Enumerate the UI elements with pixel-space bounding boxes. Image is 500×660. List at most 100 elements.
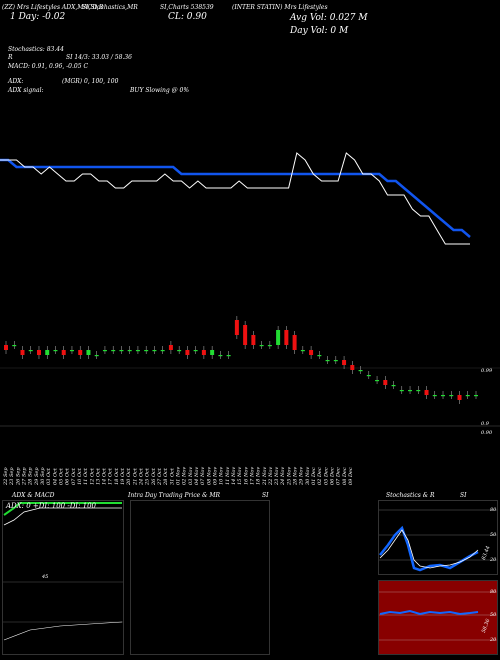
candle-body bbox=[61, 350, 66, 355]
date-label: 06 Oct bbox=[65, 467, 71, 485]
candle-body bbox=[4, 345, 8, 350]
date-label: 09 Nov bbox=[212, 467, 218, 485]
buy-signal: BUY Slowing @ 0% bbox=[130, 87, 190, 94]
date-label: 18 Oct bbox=[114, 467, 120, 485]
candle-body bbox=[243, 325, 248, 345]
candle-body bbox=[127, 350, 132, 352]
date-label: 03 Nov bbox=[188, 467, 194, 485]
r-label: R bbox=[8, 54, 13, 61]
date-label: 30 Nov bbox=[305, 467, 311, 485]
rsi-tick-80: 80 bbox=[490, 589, 497, 595]
date-label: 01 Dec bbox=[311, 467, 317, 485]
candle-body bbox=[267, 345, 272, 347]
candle-body bbox=[152, 350, 157, 352]
candle-body bbox=[119, 350, 124, 352]
price-label-low: 0.90 bbox=[481, 430, 493, 436]
rsi-panel bbox=[378, 580, 498, 655]
date-label: 02 Dec bbox=[317, 467, 323, 485]
mrsi-values: (MGR) 0, 100, 100 bbox=[62, 78, 119, 85]
candle-body bbox=[36, 350, 41, 355]
rsi-line bbox=[379, 609, 479, 616]
date-label: 10 Oct bbox=[77, 467, 83, 485]
date-label: 24 Nov bbox=[280, 467, 286, 486]
date-label: 05 Oct bbox=[58, 467, 64, 485]
date-label: 21 Nov bbox=[262, 467, 268, 486]
date-label: 07 Nov bbox=[200, 467, 206, 485]
candle-body bbox=[457, 395, 462, 400]
date-label: 03 Oct bbox=[46, 467, 52, 485]
date-label: 28 Sep bbox=[28, 467, 34, 486]
intraday-panel bbox=[130, 500, 270, 655]
date-label: 04 Nov bbox=[194, 467, 200, 485]
candle-body bbox=[300, 350, 305, 352]
candle-body bbox=[325, 360, 330, 362]
date-label: 14 Oct bbox=[102, 467, 108, 485]
date-label: 19 Oct bbox=[120, 467, 126, 485]
date-label: 29 Sep bbox=[34, 467, 40, 486]
candle-body bbox=[416, 390, 421, 392]
stoch-tick-50: 50 bbox=[490, 532, 497, 538]
date-label: 01 Nov bbox=[176, 467, 182, 485]
candle-body bbox=[45, 350, 50, 355]
date-label: 27 Sep bbox=[21, 467, 27, 486]
candle-body bbox=[218, 355, 223, 357]
header-line1-mid: SI,Stochastics,MR bbox=[82, 4, 138, 11]
candle-body bbox=[399, 390, 404, 392]
date-label: 05 Dec bbox=[323, 467, 329, 485]
date-label: 08 Dec bbox=[342, 467, 348, 485]
date-label: 12 Oct bbox=[89, 467, 95, 485]
candle-body bbox=[234, 320, 239, 335]
candle-group bbox=[4, 316, 478, 404]
stoch-panel-title-si: SI bbox=[460, 492, 467, 499]
candle-body bbox=[391, 385, 396, 387]
date-label: 10 Nov bbox=[219, 467, 225, 485]
date-label: 07 Oct bbox=[71, 467, 77, 485]
adx-panel-title: ADX & MACD bbox=[12, 492, 55, 499]
candle-body bbox=[408, 390, 413, 392]
date-label: 20 Oct bbox=[126, 467, 132, 486]
candle-body bbox=[86, 350, 91, 355]
macd-value: MACD: 0.91, 0.96, -0.05 C bbox=[8, 63, 89, 70]
candle-body bbox=[210, 350, 215, 355]
date-label: 28 Nov bbox=[293, 467, 299, 486]
date-label: 18 Nov bbox=[256, 467, 262, 485]
candle-body bbox=[177, 350, 182, 352]
adx-label: ADX: bbox=[8, 78, 24, 85]
candle-body bbox=[317, 355, 322, 357]
candle-body bbox=[144, 350, 149, 352]
price-label-top: 0.99 bbox=[481, 368, 493, 374]
candle-body bbox=[424, 390, 429, 395]
adx-signal: ADX signal: bbox=[8, 87, 44, 94]
candle-body bbox=[111, 350, 116, 352]
candle-body bbox=[375, 380, 380, 382]
date-label: 04 Oct bbox=[52, 467, 58, 485]
header-line1-right: (INTER STATIN) Mrs Lifestyles bbox=[232, 4, 328, 11]
day-change: 1 Day: -0.02 bbox=[10, 12, 66, 22]
adx-white-line bbox=[3, 507, 122, 526]
header-line1-mid2: SI,Charts 538539 bbox=[160, 4, 214, 11]
stoch-panel-title: Stochastics & R bbox=[386, 492, 435, 499]
date-label: 17 Nov bbox=[249, 467, 255, 485]
date-label: 06 Dec bbox=[330, 467, 336, 485]
date-label: 23 Sep bbox=[9, 467, 15, 486]
candle-body bbox=[276, 330, 281, 345]
mid-panel-title-si: SI bbox=[262, 492, 269, 499]
candle-body bbox=[193, 350, 198, 352]
date-label: 31 Oct bbox=[169, 467, 175, 485]
moving-average-line bbox=[0, 158, 471, 238]
close-price-line bbox=[0, 152, 470, 245]
candle-body bbox=[358, 370, 363, 372]
candle-body bbox=[292, 335, 297, 350]
date-label: 23 Nov bbox=[274, 467, 280, 486]
day-volume: Day Vol: 0 M bbox=[290, 26, 349, 36]
candle-body bbox=[259, 345, 264, 347]
stochastics-panel bbox=[378, 500, 498, 575]
rsi-tick-50: 50 bbox=[490, 612, 497, 618]
date-label: 30 Sep bbox=[40, 467, 46, 485]
header-line1-left: (ZZ) Mrs Lifestyles ADX,MACD,B bbox=[2, 4, 104, 11]
date-label: 22 Sep bbox=[3, 467, 9, 486]
date-label: 26 Oct bbox=[151, 467, 157, 486]
candle-body bbox=[185, 350, 190, 355]
candle-body bbox=[53, 350, 58, 352]
